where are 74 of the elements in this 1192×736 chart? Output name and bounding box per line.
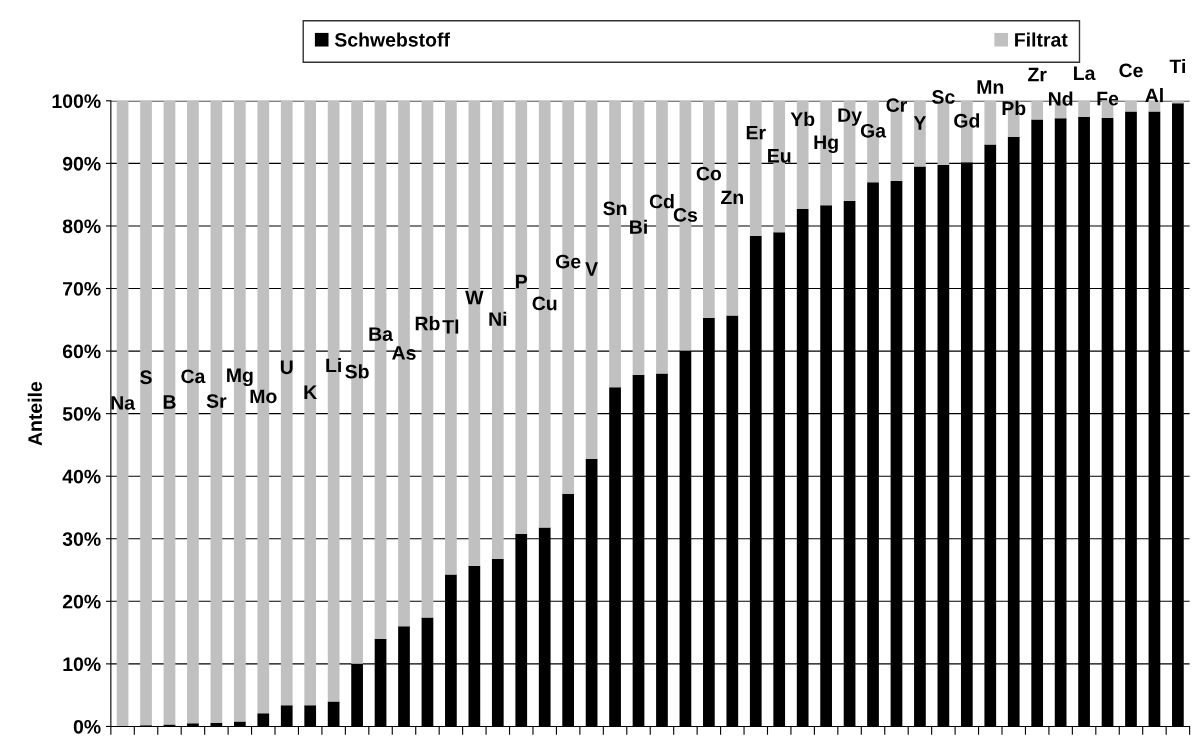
x-tick-label: K [304, 385, 318, 399]
x-tick-label: Yb [790, 111, 815, 127]
y-tick-label: 40% [62, 469, 101, 484]
x-tick-label: Sc [932, 90, 955, 104]
x-tick-label: Bi [630, 219, 647, 234]
x-tick-label: Li [326, 357, 341, 373]
legend-label: Filtrat [1015, 32, 1068, 47]
x-tick-label: Co [696, 166, 722, 181]
x-tick-label: Y [913, 116, 927, 130]
x-tick-label: P [516, 274, 528, 289]
bar [304, 100, 317, 706]
x-tick-label: Zn [721, 190, 743, 205]
x-tick-label: Eu [768, 149, 791, 163]
x-tick-label: Sb [345, 364, 369, 379]
x-tick-label: Dy [838, 108, 862, 126]
x-tick-label: U [280, 360, 293, 375]
x-tick-label: S [140, 370, 152, 385]
y-tick-label: 10% [63, 657, 101, 672]
x-tick-label: Al [1145, 88, 1163, 103]
x-tick-label: Sr [206, 394, 227, 408]
x-tick-label: W [465, 290, 484, 305]
y-tick-label: 60% [62, 344, 101, 359]
y-tick-label: 100% [52, 94, 101, 109]
x-tick-label: B [163, 395, 176, 409]
bar [914, 100, 926, 167]
x-tick-label: As [392, 346, 416, 360]
y-tick-label: 70% [63, 281, 101, 296]
y-axis-title: Anteile [27, 381, 43, 446]
x-tick-label: Pb [1002, 100, 1026, 116]
x-tick-label: Cu [532, 296, 557, 311]
x-tick-label: Ge [555, 254, 581, 269]
x-tick-label: Ni [489, 311, 507, 326]
x-tick-label: Cr [886, 98, 907, 112]
x-tick-label: Cs [673, 208, 698, 222]
bar [515, 100, 528, 534]
y-tick-label: 80% [62, 219, 101, 234]
bar [280, 100, 293, 706]
bar [632, 100, 645, 375]
x-tick-label: Ti [1169, 58, 1185, 74]
bar [1125, 100, 1137, 112]
bar [1031, 100, 1044, 120]
x-tick-label: Hg [814, 135, 838, 154]
x-tick-label: Nd [1048, 91, 1073, 106]
x-tick-label: Fe [1097, 91, 1119, 106]
y-tick-label: 50% [62, 407, 101, 421]
y-tick-label: 30% [62, 532, 101, 547]
x-tick-label: Mo [250, 389, 277, 404]
x-tick-label: Rb [415, 316, 440, 331]
x-tick-label: Mn [977, 80, 1004, 94]
x-tick-label: Ca [181, 369, 206, 384]
bar [585, 100, 598, 459]
bar [140, 100, 152, 726]
x-tick-label: Tl [442, 319, 459, 334]
x-tick-label: La [1074, 66, 1096, 81]
x-tick-label: Ba [369, 327, 394, 341]
x-tick-label: Zr [1028, 67, 1047, 82]
bar [984, 100, 997, 145]
x-tick-label: Er [746, 125, 766, 140]
legend-label: Schwebstoff [334, 32, 450, 47]
x-tick-label: Mg [227, 368, 253, 387]
y-tick-label: 20% [62, 594, 101, 609]
y-tick-label: 0% [73, 719, 101, 734]
y-tick-label: 90% [62, 156, 101, 171]
x-tick-label: Gd [954, 113, 980, 128]
x-tick-label: Sn [603, 201, 627, 216]
x-tick-label: Cd [649, 194, 674, 209]
x-tick-label: Ce [1119, 63, 1143, 78]
bar [1078, 100, 1090, 118]
x-tick-label: V [585, 262, 598, 276]
bar [163, 100, 176, 725]
x-tick-label: Na [111, 396, 136, 410]
bar [327, 100, 340, 702]
bar [491, 100, 504, 559]
x-tick-label: Ga [860, 123, 887, 138]
